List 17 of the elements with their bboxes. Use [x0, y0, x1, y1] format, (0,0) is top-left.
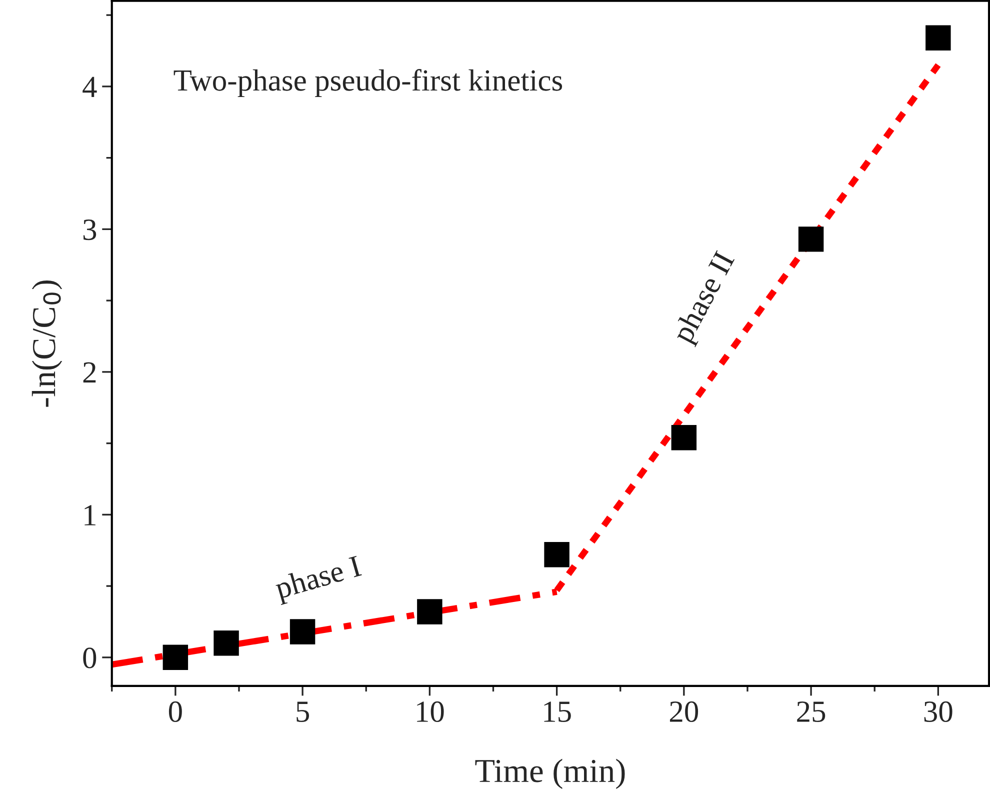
x-tick-label: 15 — [544, 702, 571, 722]
y-tick-label: 3 — [83, 220, 96, 240]
x-tick-label: 10 — [417, 701, 444, 722]
x-tick-label: 5 — [296, 702, 309, 722]
y-tick-label: 4 — [82, 76, 97, 98]
y-tick-label: 2 — [83, 362, 96, 383]
x-tick-label: 30 — [924, 701, 952, 722]
y-tick-label: 1 — [84, 505, 96, 526]
x-tick-label: 0 — [168, 701, 182, 722]
annotation: phase I — [274, 554, 364, 605]
x-tick-label: 25 — [797, 702, 826, 722]
annotation: Two-phase pseudo-first kinetics — [174, 69, 562, 98]
y-tick-label: 0 — [83, 648, 96, 668]
x-tick-label: 20 — [670, 701, 698, 722]
x-axis-title: Time (min) — [475, 758, 625, 790]
annotation: phase II — [670, 250, 740, 348]
y-axis-title: -ln(C/C$_{0}$) — [32, 280, 62, 407]
